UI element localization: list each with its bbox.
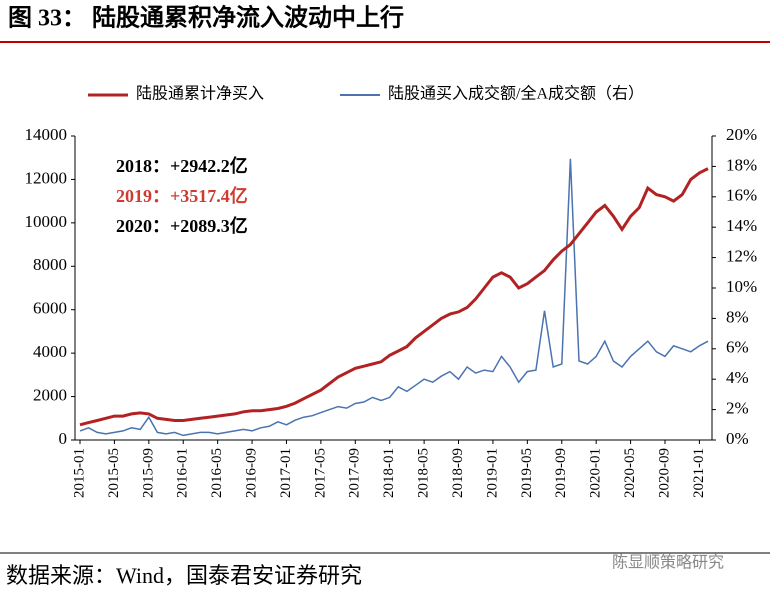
y2-tick-label: 0% <box>726 429 749 448</box>
y2-tick-label: 4% <box>726 368 749 387</box>
watermark: 陈显顺策略研究 <box>612 553 724 572</box>
y-tick-label: 14000 <box>25 125 68 144</box>
annotation: 2019：+3517.4亿 <box>116 185 248 206</box>
series-line <box>79 167 709 427</box>
figure-title: 图 33： 陆股通累积净流入波动中上行 <box>8 4 404 32</box>
y2-tick-label: 18% <box>726 155 757 174</box>
y2-tick-label: 12% <box>726 247 757 266</box>
x-tick-label: 2020-05 <box>622 448 638 498</box>
x-tick-label: 2016-01 <box>175 448 191 498</box>
y2-tick-label: 10% <box>726 277 757 296</box>
x-tick-label: 2017-01 <box>278 448 294 498</box>
legend-label: 陆股通买入成交额/全A成交额（右） <box>388 85 644 103</box>
x-tick-label: 2021-01 <box>691 448 707 498</box>
x-tick-label: 2019-05 <box>519 448 535 498</box>
source-note: 数据来源：Wind，国泰君安证券研究 <box>6 563 362 588</box>
series-line <box>79 158 709 437</box>
x-tick-label: 2016-09 <box>243 448 259 498</box>
x-tick-label: 2015-05 <box>106 448 122 498</box>
legend-label: 陆股通累计净买入 <box>136 85 264 103</box>
x-tick-label: 2017-05 <box>312 448 328 498</box>
y2-tick-label: 20% <box>726 125 757 144</box>
annotation: 2018：+2942.2亿 <box>116 155 248 176</box>
y2-tick-label: 16% <box>726 186 757 205</box>
y-tick-label: 4000 <box>33 342 67 361</box>
y-tick-label: 2000 <box>33 385 67 404</box>
y-tick-label: 6000 <box>33 299 67 318</box>
x-tick-label: 2018-01 <box>381 448 397 498</box>
x-tick-label: 2016-05 <box>209 448 225 498</box>
x-tick-label: 2020-09 <box>656 448 672 498</box>
y-tick-label: 10000 <box>25 212 68 231</box>
x-tick-label: 2015-09 <box>140 448 156 498</box>
y-tick-label: 0 <box>59 429 68 448</box>
y-tick-label: 12000 <box>25 168 68 187</box>
x-tick-label: 2018-05 <box>416 448 432 498</box>
x-tick-label: 2019-01 <box>484 448 500 498</box>
x-tick-label: 2020-01 <box>588 448 604 498</box>
x-tick-label: 2015-01 <box>71 448 87 498</box>
y2-tick-label: 14% <box>726 216 757 235</box>
x-tick-label: 2019-09 <box>553 448 569 498</box>
y-tick-label: 8000 <box>33 255 67 274</box>
x-tick-label: 2018-09 <box>450 448 466 498</box>
y2-tick-label: 6% <box>726 338 749 357</box>
y2-tick-label: 2% <box>726 399 749 418</box>
y2-tick-label: 8% <box>726 307 749 326</box>
x-tick-label: 2017-09 <box>347 448 363 498</box>
annotation: 2020：+2089.3亿 <box>116 215 248 236</box>
